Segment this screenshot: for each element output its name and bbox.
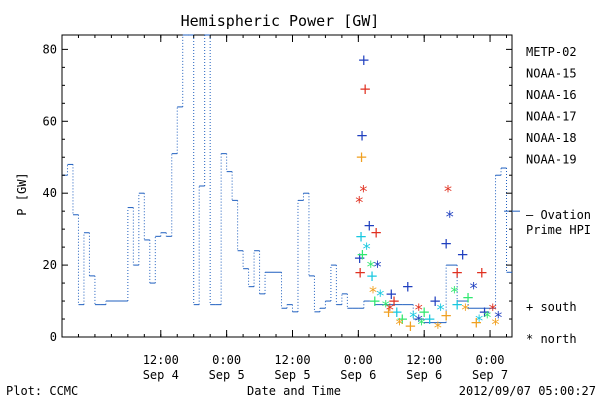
x-tick-date: Sep 5	[274, 368, 310, 382]
point-south: +	[440, 306, 453, 324]
point-south: +	[451, 296, 464, 314]
legend-noaa-17: NOAA-17	[526, 110, 577, 124]
point-south: +	[355, 227, 368, 245]
point-south: +	[478, 303, 491, 321]
x-tick-date: Sep 6	[406, 368, 442, 382]
point-north: *	[494, 307, 502, 326]
x-axis-label: Date and Time	[247, 384, 341, 398]
point-south: +	[354, 263, 367, 281]
point-south: +	[356, 127, 369, 145]
point-north: *	[461, 300, 469, 319]
point-south: +	[462, 288, 475, 306]
point-south: +	[418, 303, 431, 321]
point-north: *	[492, 315, 500, 334]
chart-title: Hemispheric Power [GW]	[181, 12, 380, 30]
point-south: +	[369, 292, 382, 310]
point-south: +	[356, 245, 369, 263]
point-south: +	[358, 51, 371, 69]
point-north: *	[450, 282, 458, 301]
footer-timestamp: 2012/09/07 05:00:27	[459, 384, 596, 398]
point-south: +	[404, 317, 417, 335]
point-north: *	[446, 207, 454, 226]
legend-metp-02: METP-02	[526, 45, 577, 59]
point-north: *	[355, 192, 363, 211]
plot-frame	[61, 34, 513, 338]
point-south: +	[451, 263, 464, 281]
x-tick-time: 12:00	[274, 353, 310, 367]
x-tick-time: 12:00	[143, 353, 179, 367]
x-tick-time: 12:00	[406, 353, 442, 367]
legend-ovation-line1: — Ovation	[526, 208, 591, 222]
x-tick-date: Sep 5	[209, 368, 245, 382]
point-south: +	[476, 263, 489, 281]
point-south: +	[363, 217, 376, 235]
x-tick-time: 0:00	[344, 353, 373, 367]
point-north: *	[409, 307, 417, 326]
ovation-series	[62, 34, 520, 324]
x-tick-time: 0:00	[212, 353, 241, 367]
satellite-points: +++++ +++++*****+++ ++*** **+++ ++*****++++ +…	[353, 51, 502, 337]
y-tick-label: 0	[50, 330, 57, 344]
x-tick-time: 0:00	[476, 353, 505, 367]
legend-noaa-15: NOAA-15	[526, 67, 577, 81]
point-south: +	[382, 303, 395, 321]
point-south: +	[390, 303, 403, 321]
point-south: +	[396, 310, 409, 328]
point-north: *	[374, 257, 382, 276]
point-south: +	[423, 310, 436, 328]
y-tick-label: 20	[43, 258, 57, 272]
point-north: *	[475, 311, 483, 330]
point-south: +	[456, 245, 469, 263]
point-north: *	[444, 182, 452, 201]
point-north: *	[437, 300, 445, 319]
point-north: *	[367, 257, 375, 276]
x-tick-date: Sep 4	[143, 368, 179, 382]
point-north: *	[386, 300, 394, 319]
legend-ovation-line2: Prime HPI	[526, 223, 591, 237]
point-south: +	[370, 224, 383, 242]
point-south: +	[366, 267, 379, 285]
y-tick-label: 40	[43, 186, 57, 200]
y-tick-label: 60	[43, 114, 57, 128]
point-north: *	[359, 182, 367, 201]
legend: METP-02 NOAA-15 NOAA-16 NOAA-17 NOAA-18 NOAA-…	[526, 45, 591, 346]
y-axis-label: P [GW]	[15, 172, 29, 215]
legend-noaa-18: NOAA-18	[526, 131, 577, 145]
legend-noaa-19: NOAA-19	[526, 153, 577, 167]
point-north: *	[489, 300, 497, 319]
legend-south: + south	[526, 300, 577, 314]
point-south: +	[440, 235, 453, 253]
point-north: *	[434, 318, 442, 337]
point-south: +	[429, 292, 442, 310]
point-north: *	[396, 315, 404, 334]
point-north: *	[369, 282, 377, 301]
point-north: *	[382, 297, 390, 316]
y-tick-label: 80	[43, 42, 57, 56]
point-south: +	[470, 314, 483, 332]
point-north: *	[363, 239, 371, 258]
point-north: *	[483, 307, 491, 326]
point-north: *	[415, 300, 423, 319]
legend-north: * north	[526, 332, 577, 346]
point-south: +	[401, 278, 414, 296]
point-north: *	[376, 286, 384, 305]
point-south: +	[359, 80, 372, 98]
x-tick-date: Sep 7	[472, 368, 508, 382]
footer-plot-credit: Plot: CCMC	[6, 384, 78, 398]
legend-noaa-16: NOAA-16	[526, 88, 577, 102]
point-north: *	[415, 311, 423, 330]
point-south: +	[353, 249, 366, 267]
point-north: *	[417, 315, 425, 334]
point-south: +	[388, 292, 401, 310]
point-south: +	[385, 285, 398, 303]
point-south: +	[355, 148, 368, 166]
point-north: *	[470, 279, 478, 298]
x-tick-date: Sep 6	[340, 368, 376, 382]
